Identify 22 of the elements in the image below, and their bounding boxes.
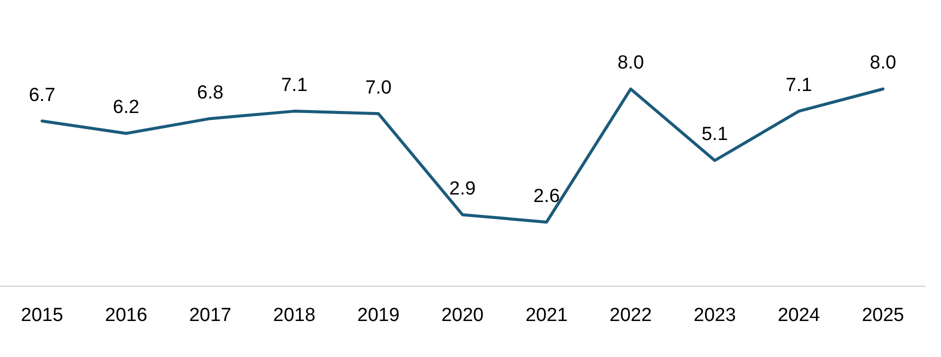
x-tick-label: 2023: [694, 304, 736, 326]
x-tick-label: 2017: [189, 304, 232, 326]
data-label: 5.1: [702, 124, 728, 146]
data-label: 7.1: [786, 74, 812, 96]
data-label: 7.1: [281, 74, 308, 96]
data-label: 7.0: [365, 77, 392, 98]
data-label: 8.0: [870, 52, 896, 74]
data-label: 2.6: [533, 186, 560, 207]
x-tick-label: 2021: [525, 304, 568, 326]
x-tick-label: 2018: [273, 304, 316, 326]
data-label: 6.7: [28, 84, 56, 106]
x-tick-label: 2015: [20, 304, 64, 326]
x-tick-label: 2022: [610, 304, 652, 326]
x-tick-label: 2024: [778, 304, 820, 326]
data-label: 6.2: [112, 97, 140, 118]
data-label: 2.9: [449, 178, 476, 200]
data-label: 8.0: [617, 52, 644, 74]
x-tick-label: 2019: [357, 304, 400, 326]
data-label: 6.8: [197, 82, 224, 104]
x-tick-label: 2020: [441, 304, 484, 326]
x-tick-label: 2025: [862, 304, 904, 326]
x-tick-label: 2016: [104, 304, 148, 326]
